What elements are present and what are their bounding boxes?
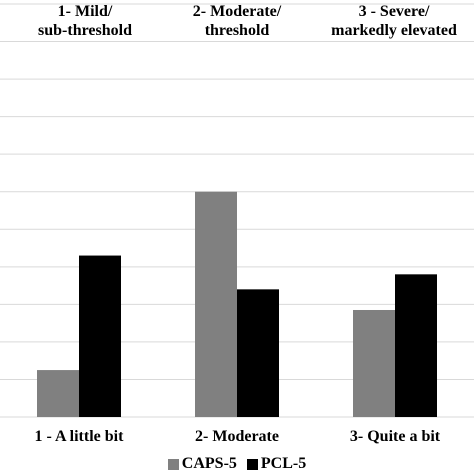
category-label: 1 - A little bit [34,428,124,445]
top-label-line: threshold [204,22,270,39]
top-label-mild: 1- Mild/ sub-threshold [6,2,164,40]
legend-item-caps5: CAPS-5 [167,455,237,473]
top-label-severe: 3 - Severe/ markedly elevated [315,2,473,40]
category-label: 3- Quite a bit [349,428,441,445]
top-label-line: markedly elevated [331,22,457,39]
bar-pcl5-3 [395,274,437,417]
legend: CAPS-5 PCL-5 [0,455,474,473]
category-label: 2- Moderate [195,428,279,445]
bar-pcl5-1 [79,255,121,417]
bar-caps5-1 [37,370,79,417]
top-label-line: 3 - Severe/ [358,3,430,20]
legend-swatch-caps5 [167,458,179,470]
top-label-line: 1- Mild/ [57,3,113,20]
top-label-line: sub-threshold [38,22,132,39]
bar-caps5-2 [195,191,237,417]
legend-item-pcl5: PCL-5 [246,455,307,473]
bar-pcl5-2 [237,289,279,417]
legend-label: PCL-5 [260,455,307,472]
top-label-line: 2- Moderate/ [192,3,282,20]
bar-caps5-3 [353,309,395,417]
top-label-moderate: 2- Moderate/ threshold [158,2,316,40]
legend-swatch-pcl5 [246,458,258,470]
bars [37,191,437,417]
legend-label: CAPS-5 [181,455,237,472]
